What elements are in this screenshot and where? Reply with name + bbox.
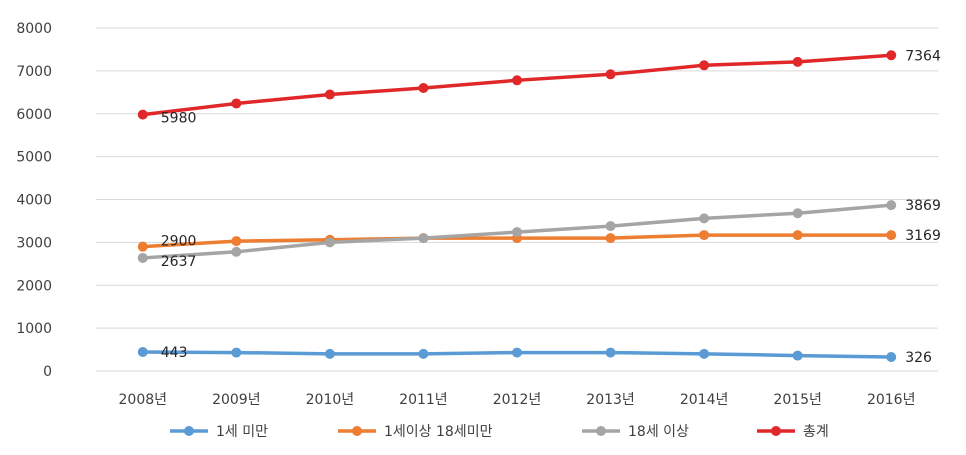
data-point xyxy=(792,230,803,241)
y-tick-label: 1000 xyxy=(16,321,52,337)
data-point xyxy=(324,348,335,359)
data-point xyxy=(886,50,897,61)
data-point xyxy=(699,348,710,359)
data-label: 2637 xyxy=(161,254,197,270)
data-point xyxy=(418,233,429,244)
data-point xyxy=(512,227,522,238)
y-tick-label: 5000 xyxy=(16,150,52,166)
x-tick-label: 2008년 xyxy=(119,392,168,408)
data-label: 2900 xyxy=(161,234,197,250)
data-point xyxy=(699,60,710,71)
data-point xyxy=(699,213,710,224)
legend-marker xyxy=(352,426,362,436)
series-4 xyxy=(137,50,897,120)
data-point xyxy=(605,347,616,358)
data-point xyxy=(512,347,522,358)
data-point xyxy=(231,246,242,257)
x-tick-label: 2015년 xyxy=(773,392,822,408)
y-tick-label: 7000 xyxy=(16,64,52,80)
series-1 xyxy=(137,347,897,363)
data-label: 5980 xyxy=(161,111,197,127)
data-point xyxy=(699,230,710,241)
data-point xyxy=(886,230,897,241)
legend-label: 1세 미만 xyxy=(216,424,268,440)
y-tick-label: 8000 xyxy=(16,21,52,37)
legend-label: 18세 이상 xyxy=(628,424,689,440)
legend: 1세 미만 1세이상 18세미만 18세 이상 총계 xyxy=(170,424,829,440)
legend-label: 총계 xyxy=(803,424,829,440)
data-point xyxy=(137,252,148,263)
legend-item: 1세이상 18세미만 xyxy=(338,424,493,440)
data-point xyxy=(137,109,148,120)
data-point xyxy=(605,233,616,244)
data-labels: 443 326 2900 3169 2637 3869 5980 7364 xyxy=(161,48,941,366)
data-point xyxy=(605,69,616,80)
data-point xyxy=(324,89,335,100)
data-label: 326 xyxy=(905,350,932,366)
data-point xyxy=(886,352,897,363)
x-tick-label: 2009년 xyxy=(212,392,261,408)
x-tick-label: 2011년 xyxy=(399,392,448,408)
data-label: 443 xyxy=(161,345,188,361)
data-label: 3869 xyxy=(905,198,941,214)
data-point xyxy=(231,236,242,247)
legend-marker xyxy=(596,426,606,436)
data-point xyxy=(792,208,803,219)
data-point xyxy=(512,75,522,86)
series-2 xyxy=(137,230,897,252)
data-point xyxy=(418,348,429,359)
x-tick-label: 2016년 xyxy=(867,392,916,408)
y-tick-label: 4000 xyxy=(16,193,52,209)
data-label: 3169 xyxy=(905,228,941,244)
x-tick-label: 2010년 xyxy=(306,392,355,408)
data-point xyxy=(792,350,803,361)
legend-label: 1세이상 18세미만 xyxy=(384,424,493,440)
x-tick-label: 2012년 xyxy=(493,392,542,408)
legend-marker xyxy=(184,426,194,436)
data-label: 7364 xyxy=(905,48,941,64)
data-point xyxy=(137,347,148,358)
data-point xyxy=(231,347,242,358)
series-lines xyxy=(137,50,897,363)
y-tick-label: 2000 xyxy=(16,278,52,294)
data-point xyxy=(324,237,335,248)
data-point xyxy=(605,221,616,232)
y-tick-label: 6000 xyxy=(16,107,52,123)
data-point xyxy=(137,241,148,252)
x-tick-label: 2014년 xyxy=(680,392,729,408)
x-tick-label: 2013년 xyxy=(586,392,635,408)
legend-item: 18세 이상 xyxy=(582,424,689,440)
y-axis: 0 1000 2000 3000 4000 5000 6000 7000 8000 xyxy=(16,21,52,380)
x-axis: 2008년 2009년 2010년 2011년 2012년 2013년 2014년 2015년… xyxy=(119,392,916,408)
data-point xyxy=(886,200,897,211)
legend-marker xyxy=(771,426,781,436)
data-point xyxy=(418,83,429,94)
data-point xyxy=(231,98,242,109)
y-tick-label: 0 xyxy=(43,364,52,380)
y-tick-label: 3000 xyxy=(16,235,52,251)
legend-item: 총계 xyxy=(757,424,829,440)
legend-item: 1세 미만 xyxy=(170,424,268,440)
data-point xyxy=(792,56,803,67)
series-3 xyxy=(137,200,897,263)
